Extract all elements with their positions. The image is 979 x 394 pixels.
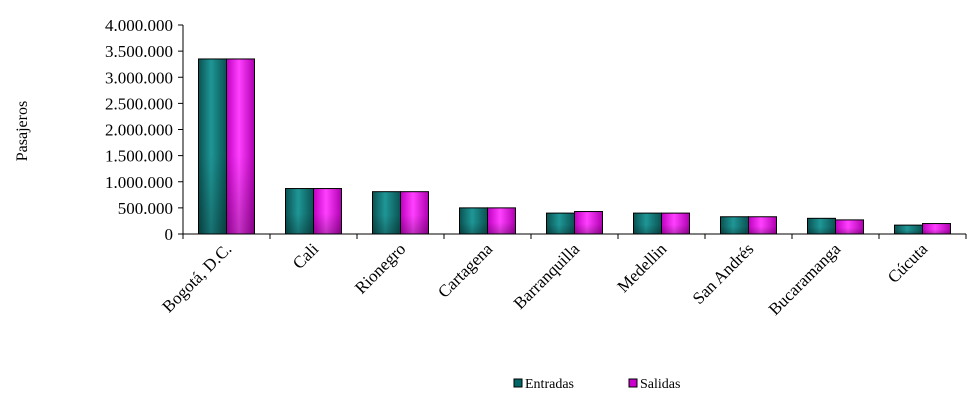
x-category-label: Bogotá, D.C. (158, 239, 235, 316)
y-axis-title: Pasajeros (14, 101, 31, 161)
x-category-label: Cali (289, 239, 323, 273)
y-tick-label: 0 (165, 225, 174, 244)
bar-salidas (226, 58, 255, 235)
legend: Entradas Salidas (513, 377, 680, 392)
bar-entradas (198, 58, 227, 235)
legend-label-salidas: Salidas (640, 377, 680, 392)
y-tick-label: 3.000.000 (105, 68, 173, 87)
bar-entradas (720, 216, 749, 235)
bars (198, 58, 951, 235)
bar-salidas (661, 212, 690, 235)
bar-salidas (400, 191, 429, 235)
bar-salidas (835, 219, 864, 235)
legend-swatch-entradas (513, 378, 523, 388)
y-tick-label: 2.500.000 (105, 94, 173, 113)
bar-entradas (459, 207, 488, 235)
y-tick-label: 1.500.000 (105, 147, 173, 166)
x-category-label: Medellin (613, 239, 670, 296)
x-category-label: Rionegro (351, 239, 409, 297)
x-category-label: Cartagena (434, 239, 496, 301)
y-tick-label: 500.000 (118, 199, 173, 218)
bar-entradas (894, 224, 923, 235)
bar-salidas (487, 207, 516, 235)
x-category-label: Bucaramanga (765, 239, 845, 319)
legend-label-entradas: Entradas (525, 377, 574, 392)
x-axis-labels: Bogotá, D.C. Cali Rionegro Cartagena Barranq… (158, 239, 931, 319)
bar-entradas (546, 212, 575, 235)
bar-salidas (574, 211, 603, 235)
x-category-label: Cúcuta (884, 239, 932, 287)
y-tick-label: 3.500.000 (105, 42, 173, 61)
legend-swatch-salidas (628, 378, 638, 388)
bar-entradas (372, 191, 401, 235)
bar-entradas (807, 217, 836, 235)
bar-salidas (922, 223, 951, 235)
y-tick-label: 4.000.000 (105, 16, 173, 35)
y-tick-label: 1.000.000 (105, 173, 173, 192)
y-tick-label: 2.000.000 (105, 121, 173, 140)
x-category-label: San Andrés (689, 239, 758, 308)
bar-salidas (748, 216, 777, 235)
y-axis-ticks: 0 500.000 1.000.000 1.500.000 2.000.000 2.500… (105, 16, 183, 244)
bar-salidas (313, 188, 342, 235)
axes (182, 25, 967, 239)
x-category-label: Barranquilla (510, 239, 584, 313)
bar-entradas (633, 212, 662, 235)
bar-entradas (285, 188, 314, 235)
